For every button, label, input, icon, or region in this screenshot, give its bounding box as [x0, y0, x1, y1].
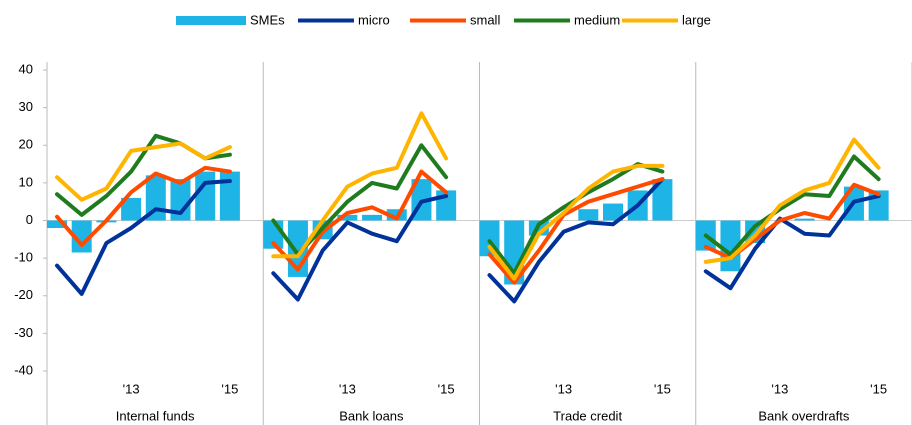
line: [487, 163, 665, 281]
bar: [71, 220, 92, 253]
bar: [337, 214, 358, 221]
legend-label: large: [682, 12, 711, 27]
line: [703, 154, 881, 257]
bar: [652, 179, 673, 221]
y-tick-label: -10: [14, 250, 33, 265]
bar: [578, 209, 599, 221]
line: [487, 177, 665, 304]
x-tick-label: '15: [654, 381, 671, 396]
x-tick-label: '13: [123, 381, 140, 396]
line: [487, 177, 665, 285]
legend-label: medium: [574, 12, 620, 27]
x-tick-label: '15: [870, 381, 887, 396]
bar: [170, 179, 191, 221]
legend-swatch: [176, 16, 246, 25]
bar: [47, 220, 67, 229]
panel-label: Internal funds: [116, 408, 195, 423]
line: [55, 165, 232, 247]
panel-label: Bank loans: [339, 408, 404, 423]
x-tick-label: '15: [438, 381, 455, 396]
bar: [121, 197, 142, 221]
y-tick-label: 10: [19, 174, 33, 189]
x-tick-label: '15: [221, 381, 238, 396]
legend-label: small: [470, 12, 500, 27]
bar: [362, 214, 383, 221]
x-tick-label: '13: [555, 381, 572, 396]
y-tick-label: 40: [19, 61, 33, 76]
bar: [219, 171, 240, 221]
bar: [794, 218, 815, 221]
y-tick-label: -40: [14, 362, 33, 377]
line: [271, 169, 449, 272]
y-tick-label: 20: [19, 137, 33, 152]
line: [55, 141, 232, 202]
panel-label: Bank overdrafts: [758, 408, 850, 423]
y-tick-label: 0: [26, 212, 33, 227]
panel-label: Trade credit: [553, 408, 622, 423]
legend-label: micro: [358, 12, 390, 27]
bar: [195, 171, 216, 221]
y-tick-label: -30: [14, 325, 33, 340]
y-tick-label: -20: [14, 287, 33, 302]
x-tick-label: '13: [339, 381, 356, 396]
bar: [603, 203, 623, 221]
line: [55, 179, 232, 296]
line: [703, 137, 881, 264]
y-tick-label: 30: [19, 99, 33, 114]
line: [271, 194, 449, 302]
line: [703, 194, 881, 291]
x-tick-label: '13: [771, 381, 788, 396]
line: [271, 111, 449, 259]
legend-label: SMEs: [250, 12, 285, 27]
